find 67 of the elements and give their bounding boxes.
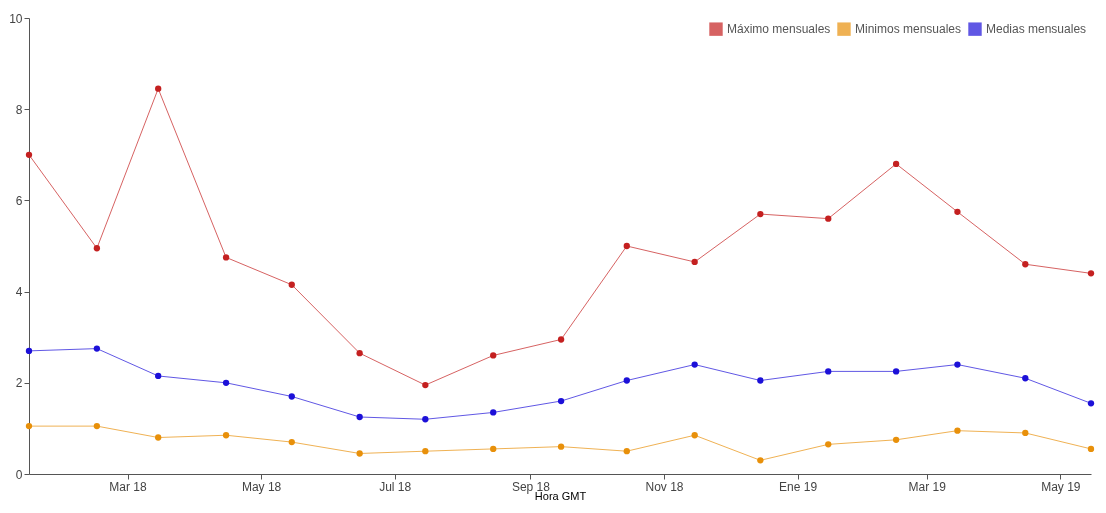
point xyxy=(1087,270,1095,277)
point xyxy=(288,393,295,400)
point xyxy=(1022,375,1029,382)
point xyxy=(25,422,33,430)
x-tick-label: May 18 xyxy=(241,479,282,494)
point xyxy=(691,432,698,439)
point xyxy=(93,245,101,252)
point xyxy=(1087,400,1095,407)
point xyxy=(825,215,832,222)
x-tick-label: Mar 19 xyxy=(908,479,947,494)
x-tick-label: Ene 19 xyxy=(779,479,818,494)
point xyxy=(25,151,33,158)
point xyxy=(892,436,900,443)
point xyxy=(490,352,497,359)
y-tick-label: 0 xyxy=(15,467,23,482)
point xyxy=(557,443,565,450)
y-tick-label: 6 xyxy=(15,193,23,208)
point xyxy=(557,336,565,343)
legend-label: Medias mensuales xyxy=(986,22,1087,37)
point xyxy=(757,210,764,218)
y-tick-label: 4 xyxy=(15,285,23,300)
point xyxy=(422,416,429,423)
point xyxy=(288,438,295,446)
y-tick-label: 10 xyxy=(9,11,23,26)
point xyxy=(422,448,429,455)
point xyxy=(757,377,764,384)
point xyxy=(222,432,230,439)
point xyxy=(1022,429,1029,437)
point xyxy=(490,409,497,416)
point xyxy=(222,379,230,386)
y-tick-label: 8 xyxy=(15,102,23,117)
point xyxy=(288,281,295,288)
point xyxy=(490,445,497,453)
point xyxy=(691,361,698,368)
point xyxy=(93,422,101,430)
point xyxy=(356,450,363,457)
x-tick-label: Jul 18 xyxy=(379,479,412,494)
point xyxy=(623,377,630,384)
point xyxy=(93,345,101,352)
point xyxy=(155,85,162,92)
point xyxy=(757,457,764,464)
point xyxy=(623,448,630,455)
point xyxy=(892,368,900,375)
point xyxy=(623,242,630,250)
point xyxy=(892,160,900,168)
point xyxy=(356,413,363,421)
point xyxy=(825,441,832,448)
point xyxy=(25,347,33,355)
point xyxy=(422,381,429,389)
point xyxy=(1022,261,1029,268)
x-tick-label: Mar 18 xyxy=(109,479,148,494)
point xyxy=(691,258,698,266)
legend-label: Minimos mensuales xyxy=(855,22,962,37)
point xyxy=(1087,445,1095,453)
point xyxy=(954,361,961,368)
point xyxy=(356,350,363,357)
point xyxy=(222,254,230,261)
x-tick-label: Nov 18 xyxy=(645,479,684,494)
point xyxy=(155,434,162,441)
point xyxy=(155,372,162,380)
point xyxy=(954,208,961,215)
point xyxy=(954,427,961,434)
legend-label: Máximo mensuales xyxy=(727,22,831,37)
point xyxy=(557,397,565,405)
point xyxy=(825,368,832,375)
x-tick-label: May 19 xyxy=(1041,479,1081,494)
y-tick-label: 2 xyxy=(15,376,23,391)
